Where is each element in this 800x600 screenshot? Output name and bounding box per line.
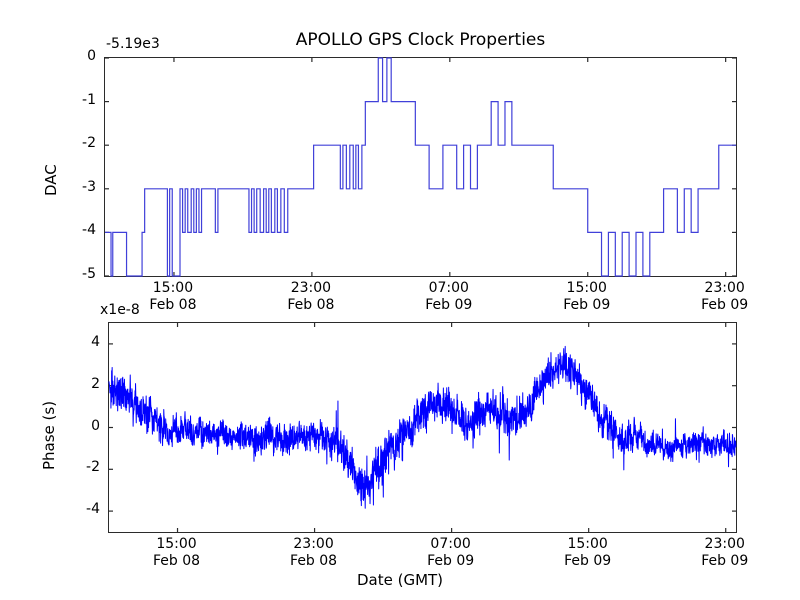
x-tick-time: 15:00 <box>152 280 194 296</box>
x-tick-label: 23:00 Feb 08 <box>261 280 361 314</box>
x-tick-date: Feb 09 <box>425 297 473 313</box>
x-tick-date: Feb 09 <box>563 297 611 313</box>
x-tick-label: 15:00 Feb 09 <box>538 536 638 570</box>
x-tick-time: 07:00 <box>428 280 469 296</box>
x-tick-date: Feb 08 <box>149 297 197 313</box>
y-tick-label: -1 <box>82 91 96 108</box>
y-tick-label: -4 <box>82 222 96 239</box>
x-tick-label: 15:00 Feb 09 <box>537 280 637 314</box>
x-tick-label: 07:00 Feb 09 <box>399 280 499 314</box>
x-tick-label: 15:00 Feb 08 <box>127 536 227 570</box>
phase-x-axis-label: Date (GMT) <box>356 571 444 589</box>
y-tick-label: -5 <box>82 266 96 282</box>
x-tick-date: Feb 09 <box>427 553 475 569</box>
dac-step-trace-svg <box>105 57 736 277</box>
x-tick-time: 23:00 <box>293 536 334 552</box>
phase-axis-offset-text: x1e-8 <box>100 302 140 318</box>
x-tick-date: Feb 08 <box>287 297 335 313</box>
x-tick-date: Feb 09 <box>564 553 612 569</box>
dac-step-trace <box>105 57 736 277</box>
x-tick-date: Feb 08 <box>152 553 201 569</box>
x-tick-time: 15:00 <box>156 536 197 552</box>
x-tick-time: 15:00 <box>567 536 608 552</box>
phase-noise-trace-svg <box>108 323 737 532</box>
y-tick-label: 2 <box>91 375 100 392</box>
x-tick-label: 23:00 Feb 09 <box>675 280 775 314</box>
page-title: APOLLO GPS Clock Properties <box>295 30 546 50</box>
x-tick-label: 23:00 Feb 08 <box>264 536 364 570</box>
y-tick-label: 0 <box>87 48 96 64</box>
y-tick-label: -2 <box>86 459 100 476</box>
x-tick-label: 15:00 Feb 08 <box>123 280 223 314</box>
x-tick-date: Feb 09 <box>701 553 749 569</box>
dac-axis-offset-text: -5.19e3 <box>106 36 160 52</box>
dac-tick-marks <box>105 57 736 277</box>
x-tick-time: 07:00 <box>430 536 471 552</box>
y-tick-label: -3 <box>82 178 96 195</box>
x-tick-date: Feb 09 <box>701 297 749 313</box>
phase-noise-trace <box>108 345 737 509</box>
x-tick-time: 23:00 <box>290 280 332 296</box>
y-tick-label: -4 <box>86 501 100 518</box>
y-tick-label: 0 <box>91 417 100 434</box>
x-tick-label: 07:00 Feb 09 <box>401 536 501 570</box>
x-tick-label: 23:00 Feb 09 <box>675 536 775 570</box>
x-tick-time: 23:00 <box>704 280 745 296</box>
phase-plot-area[interactable] <box>108 322 737 533</box>
x-tick-time: 15:00 <box>566 280 607 296</box>
x-tick-date: Feb 08 <box>290 553 338 569</box>
y-tick-label: -2 <box>82 135 96 152</box>
dac-plot-area[interactable] <box>104 57 737 277</box>
y-tick-label: 4 <box>91 333 100 350</box>
x-tick-time: 23:00 <box>704 536 745 552</box>
